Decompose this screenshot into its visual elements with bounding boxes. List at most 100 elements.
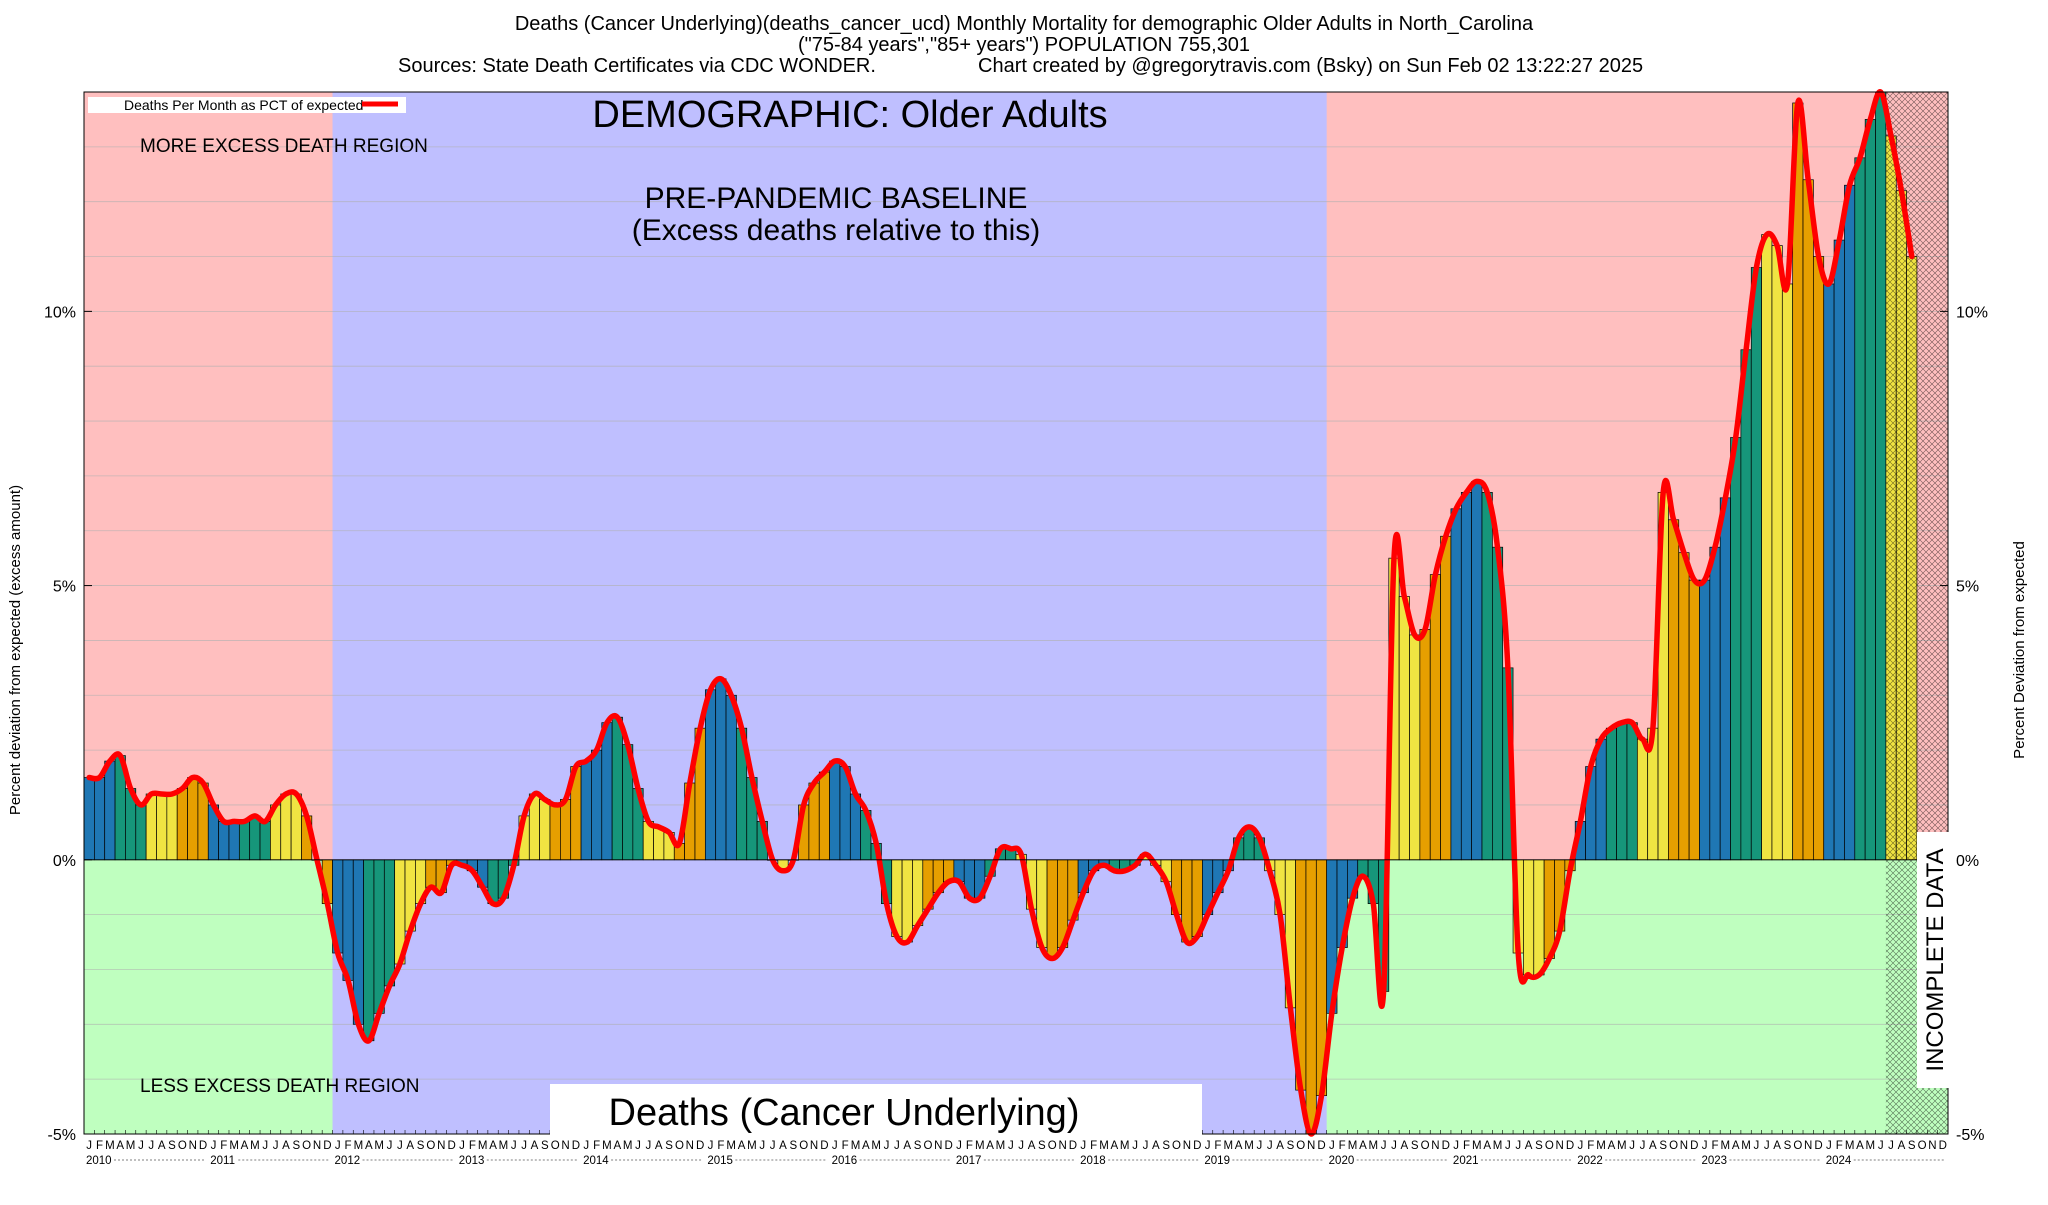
x-month-label: A (1400, 1140, 1408, 1152)
bar (280, 793, 292, 861)
x-year-label: 2013 (459, 1155, 485, 1167)
x-month-label: M (623, 1140, 633, 1152)
x-month-label: O (426, 1140, 435, 1152)
chart-title-line-2: ("75-84 years","85+ years") POPULATION 7… (798, 34, 1250, 56)
x-month-label: N (686, 1140, 694, 1152)
x-month-label: A (158, 1140, 166, 1152)
bar (1471, 481, 1483, 861)
bar (218, 821, 230, 861)
x-month-label: D (1566, 1140, 1574, 1152)
chart-title-line-3a: Sources: State Death Certificates via CD… (398, 55, 876, 77)
x-month-label: A (1028, 1140, 1036, 1152)
x-month-label: J (521, 1140, 527, 1152)
bar (1523, 859, 1535, 976)
bar (1409, 634, 1421, 861)
x-month-label: J (1080, 1140, 1086, 1152)
bar (342, 859, 354, 981)
x-month-label: F (345, 1140, 352, 1152)
bar (187, 777, 199, 861)
x-year-label: 2016 (832, 1155, 858, 1167)
x-month-label: J (884, 1140, 890, 1152)
x-month-label: A (1276, 1140, 1284, 1152)
bar (653, 826, 665, 861)
x-month-label: S (1908, 1140, 1916, 1152)
x-month-label: M (354, 1140, 364, 1152)
x-month-label: F (1090, 1140, 1097, 1152)
x-month-label: J (832, 1140, 838, 1152)
x-month-label: J (1754, 1140, 1760, 1152)
x-month-label: F (1463, 1140, 1470, 1152)
x-month-label: F (593, 1140, 600, 1152)
bar (1460, 491, 1472, 861)
x-month-label: S (1535, 1140, 1543, 1152)
y-tick-label-left: 10% (44, 304, 76, 321)
x-month-label: D (696, 1140, 704, 1152)
x-month-label: N (1804, 1140, 1812, 1152)
x-year-label: 2023 (1701, 1155, 1727, 1167)
baseline-region (332, 92, 1327, 1134)
x-year-label: 2024 (1826, 1155, 1852, 1167)
x-month-label: M (374, 1140, 384, 1152)
x-month-label: A (1152, 1140, 1160, 1152)
x-month-label: J (956, 1140, 962, 1152)
x-month-label: J (1878, 1140, 1884, 1152)
baseline-label-line-2: (Excess deaths relative to this) (632, 214, 1041, 247)
x-month-label: S (541, 1140, 549, 1152)
bar (1533, 859, 1545, 976)
x-month-label: J (1505, 1140, 1511, 1152)
x-month-label: A (1773, 1140, 1781, 1152)
less-excess-label: LESS EXCESS DEATH REGION (140, 1076, 419, 1097)
x-year-label: 2020 (1329, 1155, 1355, 1167)
x-month-label: M (996, 1140, 1006, 1152)
bar (1688, 579, 1700, 861)
x-month-label: M (250, 1140, 260, 1152)
x-month-label: J (262, 1140, 268, 1152)
x-month-label: A (613, 1140, 621, 1152)
bar (1440, 535, 1452, 861)
x-month-label: J (646, 1140, 652, 1152)
x-month-label: J (1453, 1140, 1459, 1152)
x-month-label: M (229, 1140, 239, 1152)
demographic-label: DEMOGRAPHIC: Older Adults (592, 94, 1107, 136)
x-month-label: A (1732, 1140, 1740, 1152)
bar (1605, 727, 1617, 861)
x-year-label: 2011 (210, 1155, 235, 1167)
bar (1750, 267, 1762, 861)
bar (83, 777, 95, 861)
x-month-label: D (572, 1140, 580, 1152)
x-month-label: A (903, 1140, 911, 1152)
x-month-label: M (1223, 1140, 1233, 1152)
bar (383, 859, 396, 987)
x-year-label: 2015 (707, 1155, 733, 1167)
chart-title-line-1: Deaths (Cancer Underlying)(deaths_cancer… (515, 13, 1534, 35)
x-month-label: M (1493, 1140, 1503, 1152)
x-month-label: N (313, 1140, 321, 1152)
x-month-label: F (1711, 1140, 1718, 1152)
x-month-label: N (1680, 1140, 1688, 1152)
bar (104, 760, 116, 861)
x-month-label: J (211, 1140, 217, 1152)
x-year-label: 2010 (86, 1155, 112, 1167)
x-month-label: J (1018, 1140, 1024, 1152)
bar (560, 799, 572, 861)
x-month-label: J (1764, 1140, 1770, 1152)
x-month-label: A (241, 1140, 249, 1152)
x-month-label: A (489, 1140, 497, 1152)
x-month-label: O (1172, 1140, 1181, 1152)
x-month-label: J (511, 1140, 517, 1152)
bar (228, 821, 240, 861)
x-month-label: M (1741, 1140, 1751, 1152)
x-month-label: M (1120, 1140, 1130, 1152)
bar (1699, 579, 1711, 861)
bar (1636, 738, 1649, 861)
x-month-label: J (387, 1140, 393, 1152)
y-tick-label-right: -5% (1956, 1127, 1984, 1144)
bar (1709, 546, 1721, 861)
x-month-label: D (1442, 1140, 1450, 1152)
bar (1730, 437, 1742, 861)
x-month-label: D (945, 1140, 953, 1152)
x-month-label: O (178, 1140, 187, 1152)
x-month-label: M (1348, 1140, 1358, 1152)
bar (145, 793, 157, 861)
